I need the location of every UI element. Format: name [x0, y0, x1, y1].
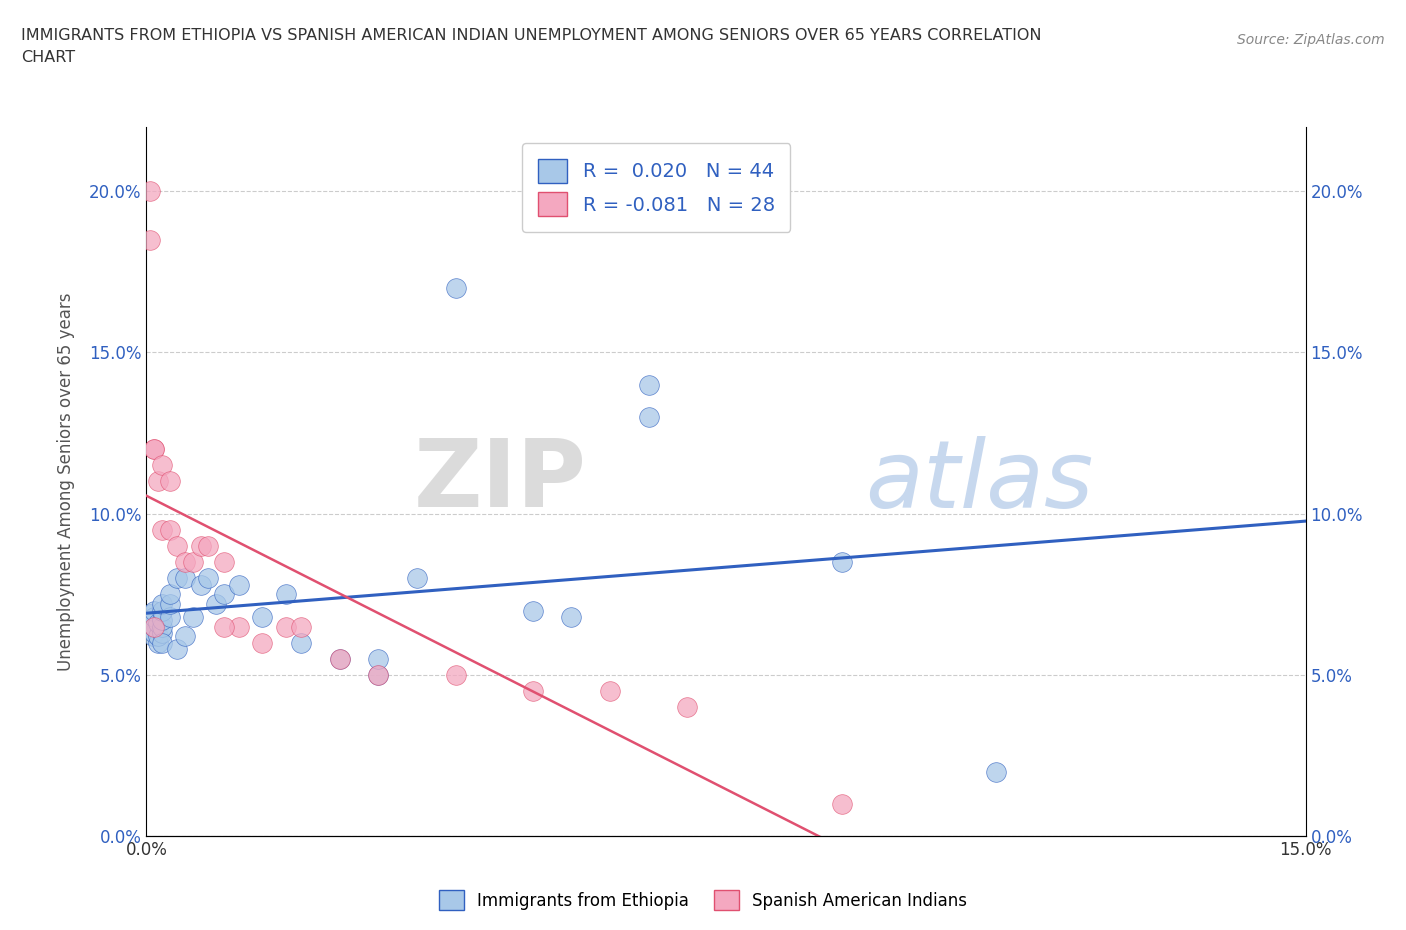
Point — [150, 597, 173, 612]
Point — [166, 642, 188, 657]
Point — [139, 613, 162, 628]
Text: IMMIGRANTS FROM ETHIOPIA VS SPANISH AMERICAN INDIAN UNEMPLOYMENT AMONG SENIORS O: IMMIGRANTS FROM ETHIOPIA VS SPANISH AMER… — [21, 28, 1042, 65]
Point — [522, 603, 544, 618]
Point — [146, 616, 169, 631]
Point — [228, 619, 250, 634]
Point — [290, 619, 312, 634]
Point — [174, 554, 197, 569]
Point — [831, 797, 853, 812]
Point — [274, 619, 297, 634]
Point — [637, 409, 659, 424]
Point — [174, 571, 197, 586]
Point — [166, 571, 188, 586]
Point — [166, 538, 188, 553]
Point — [190, 578, 212, 592]
Point — [146, 474, 169, 489]
Point — [150, 613, 173, 628]
Point — [560, 609, 582, 624]
Point — [150, 626, 173, 641]
Point — [367, 651, 389, 666]
Point — [274, 587, 297, 602]
Point — [142, 629, 165, 644]
Point — [599, 684, 621, 698]
Point — [146, 635, 169, 650]
Point — [139, 184, 162, 199]
Point — [181, 609, 204, 624]
Point — [174, 629, 197, 644]
Point — [139, 606, 162, 621]
Legend: Immigrants from Ethiopia, Spanish American Indians: Immigrants from Ethiopia, Spanish Americ… — [432, 884, 974, 917]
Point — [212, 619, 235, 634]
Point — [139, 619, 162, 634]
Point — [197, 538, 219, 553]
Point — [252, 635, 274, 650]
Point — [228, 578, 250, 592]
Point — [159, 523, 181, 538]
Point — [143, 603, 166, 618]
Point — [205, 597, 228, 612]
Point — [406, 571, 429, 586]
Point — [676, 700, 699, 715]
Point — [252, 609, 274, 624]
Point — [139, 232, 162, 247]
Point — [150, 458, 173, 472]
Text: Source: ZipAtlas.com: Source: ZipAtlas.com — [1237, 33, 1385, 46]
Point — [367, 668, 389, 683]
Point — [159, 597, 181, 612]
Point — [831, 554, 853, 569]
Point — [143, 619, 166, 634]
Point — [150, 523, 173, 538]
Point — [212, 587, 235, 602]
Point — [367, 668, 389, 683]
Point — [150, 603, 173, 618]
Point — [143, 442, 166, 457]
Point — [197, 571, 219, 586]
Point — [143, 626, 166, 641]
Point — [212, 554, 235, 569]
Point — [444, 668, 467, 683]
Point — [159, 587, 181, 602]
Point — [190, 538, 212, 553]
Point — [181, 554, 204, 569]
Point — [329, 651, 352, 666]
Point — [150, 619, 173, 634]
Point — [146, 629, 169, 644]
Point — [159, 474, 181, 489]
Point — [444, 281, 467, 296]
Point — [143, 442, 166, 457]
Text: ZIP: ZIP — [413, 435, 586, 527]
Point — [150, 635, 173, 650]
Point — [159, 609, 181, 624]
Point — [986, 764, 1008, 779]
Point — [637, 378, 659, 392]
Point — [290, 635, 312, 650]
Point — [143, 619, 166, 634]
Point — [143, 609, 166, 624]
Text: atlas: atlas — [865, 436, 1094, 527]
Point — [329, 651, 352, 666]
Y-axis label: Unemployment Among Seniors over 65 years: Unemployment Among Seniors over 65 years — [58, 292, 75, 671]
Point — [522, 684, 544, 698]
Legend: R =  0.020   N = 44, R = -0.081   N = 28: R = 0.020 N = 44, R = -0.081 N = 28 — [523, 143, 790, 232]
